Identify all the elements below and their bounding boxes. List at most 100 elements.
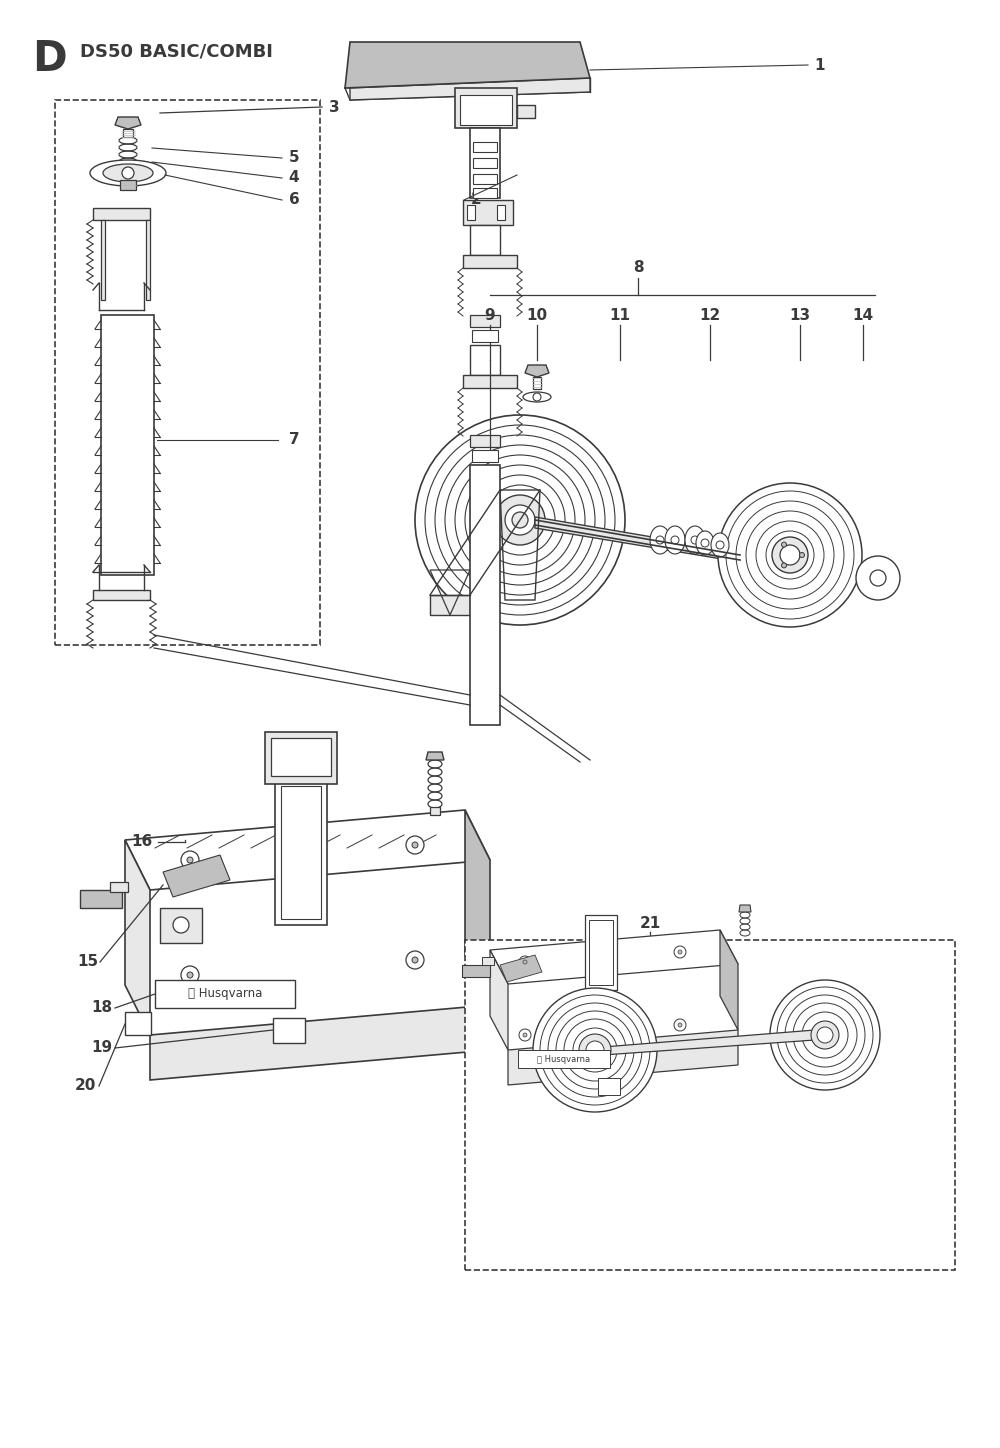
Circle shape bbox=[817, 1027, 833, 1043]
Circle shape bbox=[770, 980, 880, 1090]
Polygon shape bbox=[463, 375, 517, 388]
Bar bbox=[470, 434, 500, 447]
Text: 17: 17 bbox=[91, 891, 113, 905]
Ellipse shape bbox=[696, 531, 714, 555]
Polygon shape bbox=[525, 365, 549, 376]
Circle shape bbox=[406, 835, 424, 854]
Bar bbox=[470, 465, 500, 725]
Polygon shape bbox=[93, 589, 150, 599]
Bar bbox=[465, 940, 955, 1270]
Circle shape bbox=[533, 988, 657, 1112]
Circle shape bbox=[856, 556, 900, 599]
Circle shape bbox=[519, 1030, 531, 1041]
Circle shape bbox=[671, 536, 679, 544]
Circle shape bbox=[691, 536, 699, 544]
Bar bbox=[123, 129, 133, 138]
Text: 11: 11 bbox=[610, 307, 631, 323]
Circle shape bbox=[782, 563, 786, 568]
Bar bbox=[146, 220, 150, 300]
Bar bbox=[460, 96, 512, 125]
Circle shape bbox=[415, 416, 625, 626]
Circle shape bbox=[187, 857, 193, 863]
Polygon shape bbox=[350, 78, 590, 100]
Bar bbox=[281, 786, 321, 919]
Bar bbox=[497, 206, 505, 220]
Circle shape bbox=[122, 167, 134, 180]
Circle shape bbox=[870, 571, 886, 586]
Bar bbox=[472, 330, 498, 342]
Bar bbox=[470, 224, 500, 255]
Bar bbox=[473, 158, 497, 168]
Ellipse shape bbox=[650, 526, 670, 555]
Circle shape bbox=[523, 960, 527, 964]
Polygon shape bbox=[508, 1030, 738, 1085]
Bar bbox=[125, 1012, 151, 1035]
Circle shape bbox=[519, 956, 531, 969]
Ellipse shape bbox=[103, 164, 153, 182]
Bar bbox=[473, 142, 497, 152]
Text: 2: 2 bbox=[471, 193, 481, 207]
Text: 3: 3 bbox=[329, 100, 339, 114]
Circle shape bbox=[674, 1019, 686, 1031]
Polygon shape bbox=[463, 255, 517, 268]
Polygon shape bbox=[426, 752, 444, 760]
Ellipse shape bbox=[523, 392, 551, 403]
Ellipse shape bbox=[90, 159, 166, 185]
Polygon shape bbox=[603, 1030, 815, 1056]
Bar bbox=[470, 345, 500, 375]
Circle shape bbox=[811, 1021, 839, 1048]
Circle shape bbox=[800, 553, 804, 557]
Bar bbox=[585, 915, 617, 990]
Circle shape bbox=[173, 917, 189, 933]
Bar bbox=[473, 188, 497, 198]
Text: 14: 14 bbox=[852, 307, 874, 323]
Circle shape bbox=[533, 392, 541, 401]
Text: 6: 6 bbox=[289, 193, 299, 207]
Polygon shape bbox=[115, 117, 141, 129]
Text: 21: 21 bbox=[639, 917, 661, 931]
Bar bbox=[598, 1077, 620, 1095]
Circle shape bbox=[406, 951, 424, 969]
Text: 15: 15 bbox=[77, 954, 99, 970]
Polygon shape bbox=[430, 595, 470, 615]
Polygon shape bbox=[345, 42, 590, 88]
Bar bbox=[80, 891, 122, 908]
Bar bbox=[55, 100, 320, 644]
Polygon shape bbox=[720, 930, 738, 1030]
Polygon shape bbox=[490, 950, 508, 1050]
Polygon shape bbox=[125, 840, 150, 1035]
Bar bbox=[470, 316, 500, 327]
Circle shape bbox=[678, 950, 682, 954]
Polygon shape bbox=[739, 905, 751, 912]
Circle shape bbox=[412, 841, 418, 849]
Bar bbox=[518, 1050, 610, 1069]
Text: 20: 20 bbox=[74, 1079, 96, 1093]
Bar bbox=[482, 957, 494, 964]
Bar bbox=[275, 780, 327, 925]
Circle shape bbox=[523, 1032, 527, 1037]
Text: 12: 12 bbox=[699, 307, 721, 323]
Bar bbox=[265, 733, 337, 783]
Polygon shape bbox=[517, 106, 535, 117]
Bar bbox=[455, 88, 517, 127]
Bar bbox=[430, 807, 440, 815]
Circle shape bbox=[772, 537, 808, 573]
Circle shape bbox=[782, 542, 786, 547]
Text: 10: 10 bbox=[526, 307, 548, 323]
Text: 19: 19 bbox=[91, 1041, 113, 1056]
Polygon shape bbox=[150, 1005, 490, 1080]
Bar bbox=[533, 376, 541, 390]
Text: 7: 7 bbox=[289, 433, 299, 447]
Bar bbox=[101, 220, 105, 300]
Text: 8: 8 bbox=[633, 261, 643, 275]
Bar bbox=[473, 174, 497, 184]
Bar bbox=[589, 919, 613, 985]
Bar bbox=[273, 1018, 305, 1043]
Bar bbox=[467, 206, 475, 220]
Circle shape bbox=[495, 495, 545, 544]
Polygon shape bbox=[163, 854, 230, 896]
Text: Ⓤ Husqvarna: Ⓤ Husqvarna bbox=[537, 1054, 591, 1063]
Polygon shape bbox=[125, 809, 490, 891]
Text: 16: 16 bbox=[131, 834, 153, 850]
Text: D: D bbox=[32, 38, 67, 80]
